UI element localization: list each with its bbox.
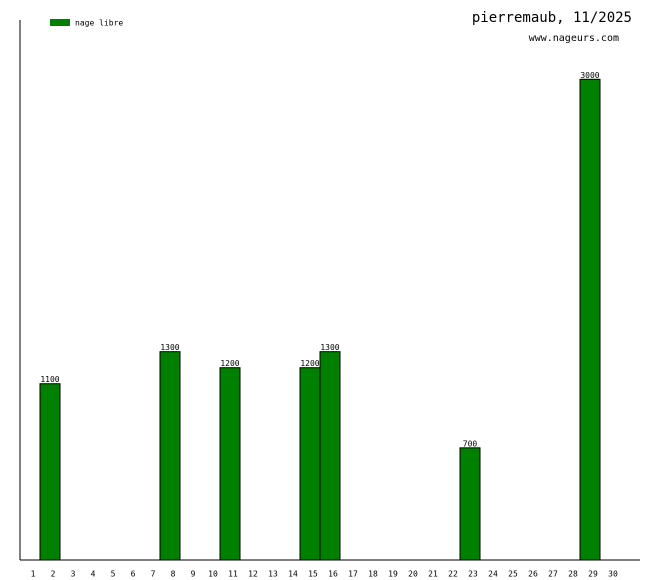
x-tick-label: 23	[468, 570, 478, 579]
x-tick-label: 3	[71, 570, 76, 579]
x-tick-label: 24	[488, 570, 498, 579]
x-tick-label: 20	[408, 570, 418, 579]
x-tick-label: 4	[91, 570, 96, 579]
x-tick-label: 19	[388, 570, 398, 579]
legend-swatch	[50, 19, 70, 26]
x-tick-label: 10	[208, 570, 218, 579]
x-tick-label: 28	[568, 570, 578, 579]
chart-subtitle: www.nageurs.com	[529, 33, 619, 44]
x-tick-label: 27	[548, 570, 558, 579]
x-tick-label: 5	[111, 570, 116, 579]
x-tick-label: 2	[51, 570, 56, 579]
data-label: 1300	[320, 343, 339, 352]
data-label: 1100	[40, 375, 59, 384]
x-tick-label: 14	[288, 570, 298, 579]
x-tick-label: 16	[328, 570, 338, 579]
x-tick-label: 26	[528, 570, 538, 579]
x-tick-label: 11	[228, 570, 238, 579]
x-tick-label: 18	[368, 570, 378, 579]
bar	[159, 351, 181, 561]
x-tick-label: 6	[131, 570, 136, 579]
bar	[579, 78, 601, 561]
data-label: 1200	[300, 359, 319, 368]
x-tick-label: 25	[508, 570, 518, 579]
bar	[219, 367, 241, 561]
x-tick-label: 21	[428, 570, 438, 579]
bar	[319, 351, 341, 561]
x-tick-label: 9	[191, 570, 196, 579]
x-tick-label: 30	[608, 570, 618, 579]
chart-title: pierremaub, 11/2025	[472, 10, 632, 26]
x-tick-label: 17	[348, 570, 358, 579]
data-label: 1200	[220, 359, 239, 368]
x-tick-label: 13	[268, 570, 278, 579]
bar	[459, 447, 481, 561]
x-tick-label: 29	[588, 570, 598, 579]
x-tick-label: 15	[308, 570, 318, 579]
bar	[39, 383, 61, 561]
legend-label: nage libre	[75, 19, 123, 28]
bar	[299, 367, 321, 561]
data-label: 3000	[580, 71, 599, 80]
data-label: 1300	[160, 343, 179, 352]
x-tick-label: 8	[171, 570, 176, 579]
x-tick-label: 22	[448, 570, 458, 579]
x-tick-label: 1	[31, 570, 36, 579]
x-tick-label: 7	[151, 570, 156, 579]
x-tick-label: 12	[248, 570, 258, 579]
data-label: 700	[463, 439, 478, 448]
